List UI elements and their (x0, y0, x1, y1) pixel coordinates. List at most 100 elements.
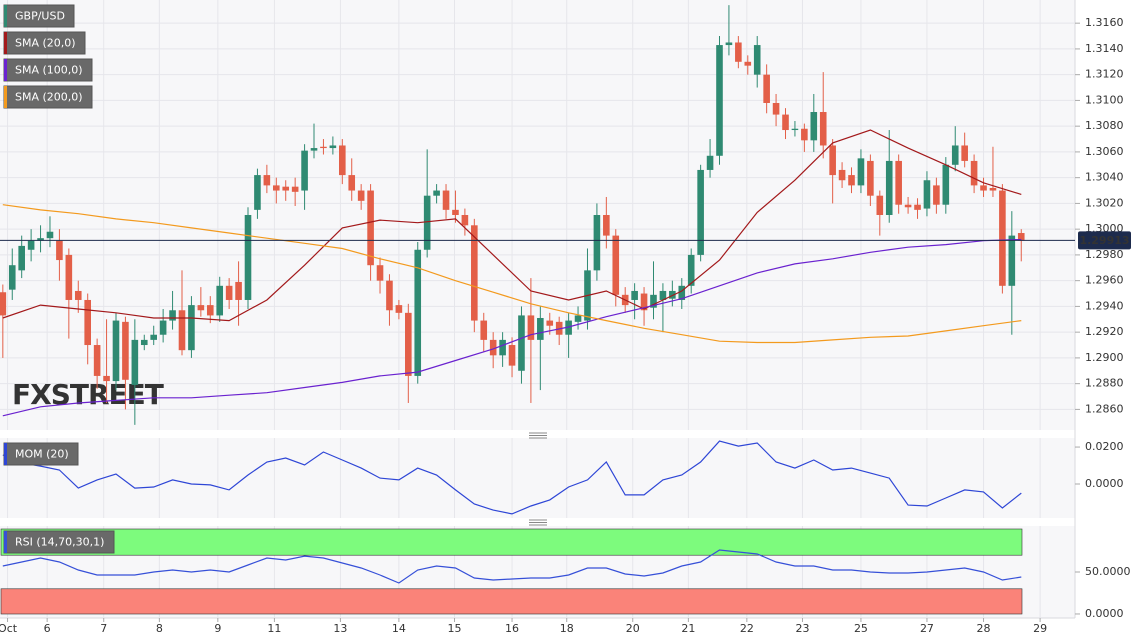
candle-body (716, 45, 723, 156)
legend-label: SMA (200,0) (15, 91, 83, 104)
candle-body (867, 160, 874, 196)
candle-body (914, 204, 921, 210)
x-tick-label: 11 (267, 622, 281, 635)
x-tick-label: 22 (740, 622, 754, 635)
candle-body (74, 290, 82, 300)
candle-body (27, 240, 35, 250)
candle-body (263, 175, 271, 186)
x-tick-label: 20 (626, 622, 640, 635)
candle-body (46, 231, 54, 239)
x-tick-label: 21 (681, 622, 695, 635)
candle-body (857, 158, 865, 186)
candle-body (159, 320, 167, 335)
candle-body (801, 128, 808, 141)
legend-marker (4, 32, 7, 54)
overbought-band (0, 528, 1023, 556)
candle-body (650, 294, 657, 308)
y-tick-label: 1.2920 (1085, 325, 1124, 338)
candle-body (669, 290, 676, 299)
candle-body (923, 180, 931, 209)
legend-marker (4, 531, 7, 553)
candle-body (471, 225, 478, 321)
candle-body (546, 320, 554, 326)
candle-body (508, 345, 516, 366)
candle-body (65, 254, 73, 300)
candle-body (1008, 235, 1016, 286)
candle-body (970, 160, 978, 186)
y-tick-label: 1.3140 (1085, 42, 1124, 55)
candle-body (640, 293, 648, 311)
candle-body (603, 215, 610, 236)
candle-body (527, 315, 535, 340)
candle-body (735, 42, 742, 62)
legend-marker (4, 443, 7, 465)
candle-body (178, 310, 186, 351)
candle-body (980, 185, 987, 191)
y-tick-label: 50.0000 (1085, 565, 1131, 578)
x-tick-label: 14 (392, 622, 406, 635)
y-tick-label: 1.3120 (1085, 68, 1124, 81)
candle-body (838, 169, 846, 181)
y-tick-label: 0.0000 (1085, 607, 1124, 620)
candle-body (678, 285, 686, 300)
candle-body (753, 45, 761, 75)
candle-body (169, 310, 176, 321)
candle-body (339, 145, 346, 176)
y-tick-label: 0.0000 (1085, 477, 1124, 490)
last-price-label: 1.29913 (1079, 234, 1129, 247)
candle-body (122, 321, 129, 380)
candle-body (885, 160, 893, 215)
y-tick-label: 1.3080 (1085, 119, 1124, 132)
candle-body (395, 305, 403, 313)
candle-body (819, 112, 827, 146)
candle-body (687, 254, 695, 286)
candle-body (763, 74, 770, 103)
candle-body (320, 146, 327, 149)
legend-item: MOM (20) (3, 442, 79, 466)
candle-body (442, 190, 450, 210)
x-tick-label: Oct (0, 622, 18, 635)
candle-body (782, 114, 789, 131)
x-tick-label: 7 (100, 622, 107, 635)
candle-body (744, 61, 752, 66)
y-tick-label: 1.3060 (1085, 145, 1124, 158)
candle-body (895, 160, 902, 205)
candle-body (951, 145, 959, 165)
candle-body (574, 315, 582, 322)
candle-body (84, 299, 91, 346)
candle-body (235, 281, 242, 300)
x-tick-label: 28 (977, 622, 991, 635)
candle-body (1017, 233, 1025, 241)
candle-body (433, 190, 440, 196)
candle-body (810, 112, 818, 141)
panel-handle[interactable] (529, 519, 547, 526)
legend-item: GBP/USD (3, 4, 75, 28)
candle-body (489, 339, 497, 356)
candle-body (282, 186, 290, 191)
candle-body (631, 290, 638, 300)
candle-body (112, 320, 120, 382)
candle-body (904, 204, 912, 208)
candle-body (933, 185, 940, 205)
candle-body (216, 285, 224, 316)
x-tick-label: 6 (44, 622, 51, 635)
candle-body (0, 292, 7, 316)
candle-body (367, 190, 374, 266)
candle-body (659, 290, 667, 300)
legend-marker (4, 59, 7, 81)
x-tick-label: 23 (795, 622, 809, 635)
candle-body (272, 185, 280, 191)
y-tick-label: 1.3160 (1085, 16, 1124, 29)
indicator-line (2, 440, 1022, 515)
panel-handle[interactable] (529, 432, 547, 439)
candle-body (37, 238, 44, 241)
candle-body (414, 249, 422, 376)
candle-body (357, 190, 365, 201)
legend-marker (4, 5, 7, 27)
candle-body (93, 345, 101, 376)
candle-body (989, 187, 997, 191)
candle-body (942, 164, 950, 205)
x-tick-label: 27 (920, 622, 934, 635)
candle-body (848, 175, 855, 186)
candle-body (725, 42, 733, 46)
